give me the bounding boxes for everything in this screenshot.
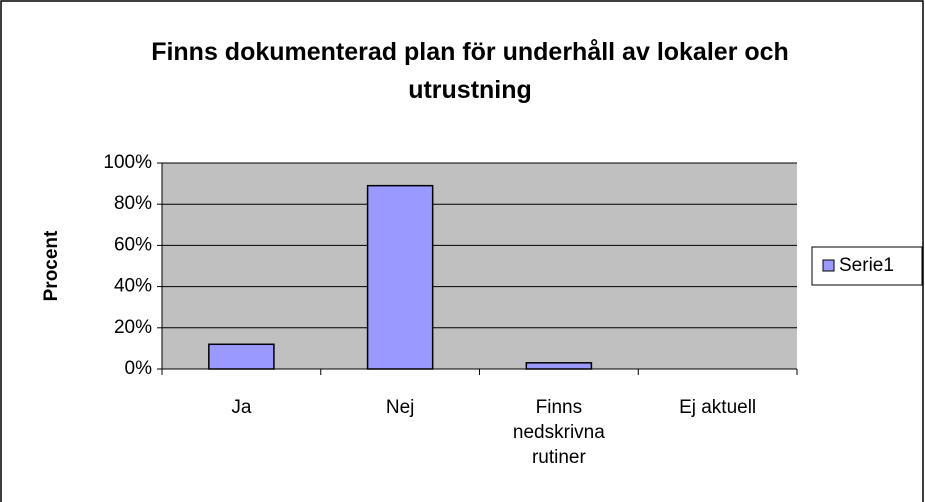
chart-title: Finns dokumenterad plan för underhåll av… — [151, 38, 789, 104]
x-tick-label: Nej — [385, 397, 415, 418]
x-tick-label: Ja — [231, 397, 252, 418]
legend-swatch — [822, 259, 835, 272]
x-tick-label: Ej aktuell — [679, 397, 757, 418]
y-tick-label: 80% — [114, 193, 152, 214]
y-tick-label: 20% — [114, 317, 152, 338]
bar — [366, 184, 434, 370]
x-tick-label: Finns nedskrivna rutiner — [512, 397, 605, 468]
y-tick-label: 100% — [103, 152, 152, 173]
plot-area — [162, 163, 797, 369]
legend-label: Serie1 — [839, 255, 894, 276]
y-tick-label: 0% — [125, 358, 153, 379]
y-axis-label: Procent — [41, 230, 62, 301]
bar — [525, 362, 593, 370]
bar — [208, 343, 275, 370]
y-tick-label: 60% — [114, 234, 152, 255]
y-tick-label: 40% — [114, 276, 152, 297]
